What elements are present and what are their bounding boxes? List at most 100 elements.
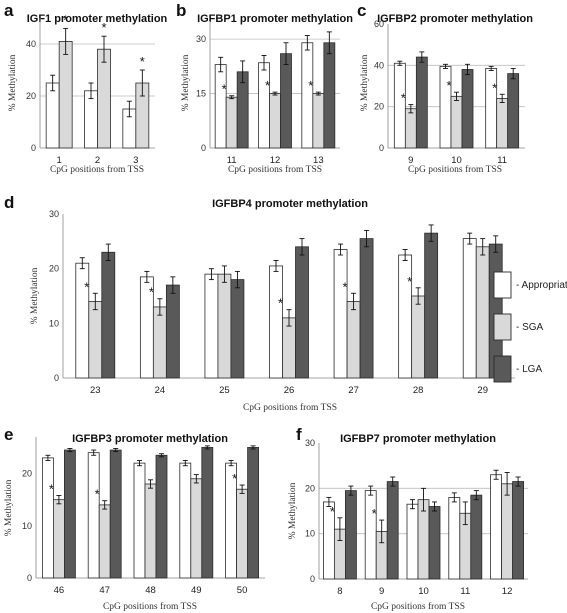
legend-label-appropriate: - Appropriate — [516, 280, 567, 291]
bar-appropriate — [84, 90, 98, 149]
x-tick-label: 27 — [348, 385, 359, 396]
panel-letter: f — [296, 425, 302, 444]
panel-letter: d — [4, 193, 14, 212]
bar-sga — [88, 301, 103, 379]
panel-title: IGF1 promoter methylation — [27, 13, 168, 25]
bar-appropriate — [364, 490, 377, 580]
panel-letter: a — [4, 1, 14, 20]
y-tick-label: 10 — [22, 521, 32, 531]
bar-appropriate — [462, 238, 477, 379]
y-tick-label: 0 — [54, 373, 59, 383]
bar-lga — [470, 494, 483, 580]
panel-d: d IGFBP4 promoter methylation 0 10 20 30 % Met… — [4, 193, 515, 413]
bar-lga — [230, 279, 245, 379]
x-tick-label: 11 — [460, 586, 470, 597]
legend-swatch-appropriate — [493, 271, 512, 299]
significance-asterisk: * — [101, 20, 106, 35]
x-axis-label: CpG positions from TSS — [50, 164, 144, 175]
x-tick-label: 23 — [90, 385, 101, 396]
x-tick-label: 10 — [451, 155, 462, 166]
bar-sga — [346, 301, 361, 379]
bar-appropriate — [45, 82, 60, 149]
bar-sga — [144, 483, 157, 579]
bar-sga — [417, 499, 430, 580]
bar-appropriate — [258, 62, 270, 149]
bar-lga — [247, 447, 260, 579]
y-tick-label: 0 — [27, 573, 32, 583]
panel-c: c IGFBP2 promoter methylation 0 20 40 60 % Met… — [357, 1, 533, 175]
bar-sga — [152, 306, 167, 379]
bar-lga — [295, 246, 309, 379]
legend: - Appropriate - SGA - LGA — [493, 271, 567, 383]
bar-lga — [109, 449, 122, 579]
bar-sga — [236, 488, 249, 579]
y-tick-label: 20 — [26, 91, 36, 101]
legend-swatch-lga — [493, 355, 512, 383]
bar-sga — [496, 98, 509, 149]
y-axis-label: % Methylation — [360, 54, 370, 111]
y-tick-label: 20 — [49, 264, 59, 274]
bar-sga — [53, 499, 65, 579]
significance-asterisk: * — [401, 91, 406, 106]
x-tick-label: 50 — [237, 585, 248, 596]
bar-appropriate — [179, 462, 192, 579]
x-tick-label: 49 — [191, 585, 202, 596]
bar-appropriate — [133, 462, 146, 579]
bar-sga — [217, 273, 232, 379]
y-tick-label: 10 — [305, 529, 315, 539]
bar-appropriate — [214, 64, 227, 149]
legend-label-lga: - LGA — [516, 364, 542, 375]
bar-lga — [280, 53, 292, 149]
y-axis-label: % Methylation — [30, 267, 40, 324]
panel-a: a IGF1 promoter methylation 0 20 40 % Methyla… — [4, 1, 168, 175]
significance-asterisk: * — [343, 279, 348, 294]
x-tick-label: 10 — [418, 586, 429, 597]
bar-sga — [404, 108, 417, 149]
y-tick-label: 0 — [379, 143, 384, 153]
legend-swatch-sga — [493, 313, 512, 341]
x-tick-label: 13 — [313, 155, 324, 166]
bar-appropriate — [269, 265, 283, 379]
panel-title: IGFBP4 promoter methylation — [212, 198, 368, 210]
x-tick-label: 3 — [133, 155, 138, 166]
bar-lga — [415, 56, 428, 149]
y-tick-label: 30 — [49, 209, 59, 219]
panel-f: f IGFBP7 promoter methylation 0 10 20 30 % Met… — [288, 425, 528, 612]
x-axis-label: CpG positions from TSS — [371, 601, 465, 612]
significance-asterisk: * — [265, 78, 270, 93]
bar-sga — [282, 317, 296, 379]
bar-lga — [424, 232, 439, 379]
bar-sga — [269, 93, 281, 149]
significance-asterisk: * — [84, 279, 89, 294]
y-axis-label: % Methylation — [4, 479, 14, 536]
y-tick-label: 20 — [305, 483, 315, 493]
bar-lga — [165, 284, 180, 379]
significance-asterisk: * — [278, 296, 283, 311]
bar-lga — [344, 490, 357, 580]
x-tick-label: 2 — [95, 155, 100, 166]
panel-letter: e — [4, 425, 13, 444]
y-tick-label: 40 — [374, 60, 384, 70]
y-tick-label: 40 — [26, 39, 36, 49]
x-axis-label: CpG positions from TSS — [228, 164, 322, 175]
y-tick-label: 20 — [22, 469, 32, 479]
bar-appropriate — [42, 457, 54, 579]
x-tick-label: 9 — [379, 586, 384, 597]
significance-asterisk: * — [308, 78, 313, 93]
bar-lga — [512, 481, 524, 580]
x-tick-label: 1 — [57, 155, 62, 166]
bar-lga — [101, 251, 116, 379]
bar-appropriate — [393, 62, 406, 149]
bar-appropriate — [204, 273, 219, 379]
bar-sga — [97, 48, 111, 149]
significance-asterisk: * — [446, 78, 451, 93]
bar-sga — [411, 295, 426, 379]
significance-asterisk: * — [149, 285, 154, 300]
bar-sga — [225, 96, 238, 149]
significance-asterisk: * — [140, 54, 145, 69]
bar-appropriate — [406, 503, 419, 580]
panel-letter: b — [176, 1, 186, 20]
bar-appropriate — [301, 42, 314, 149]
bar-appropriate — [448, 496, 461, 580]
